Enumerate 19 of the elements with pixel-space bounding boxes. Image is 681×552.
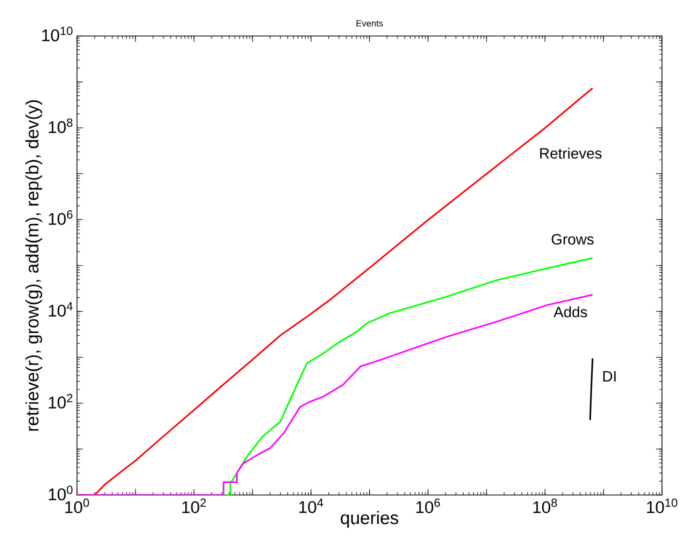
y-tick-label: 10$^{8}$ <box>48 118 72 134</box>
x-tick-label: 10$^{6}$ <box>416 498 440 514</box>
chart-title: Events <box>356 20 383 27</box>
x-tick-label: 10$^{4}$ <box>299 498 324 514</box>
x-tick-label: 10$^{10}$ <box>647 498 678 514</box>
x-axis-title: queries <box>340 511 398 528</box>
y-tick-label: 10$^{2}$ <box>48 394 72 409</box>
series-label: Grows <box>552 234 594 245</box>
y-axis-title: retrieve(r), grow(g), add(m), rep(b), dev(y) <box>25 100 42 431</box>
y-tick-label: 10$^{10}$ <box>42 26 73 42</box>
series-label: Adds <box>554 306 588 318</box>
y-tick-label: 10$^{4}$ <box>48 302 73 317</box>
x-tick-label: 10$^{8}$ <box>533 498 557 514</box>
y-tick-label: 10$^{0}$ <box>48 486 73 500</box>
x-tick-label: 10$^{0}$ <box>65 498 89 514</box>
series-label: DI <box>603 371 616 382</box>
y-tick-label: 10$^{6}$ <box>48 210 72 225</box>
x-tick-label: 10$^{2}$ <box>182 498 206 514</box>
series-label: Retrieves <box>540 148 602 159</box>
